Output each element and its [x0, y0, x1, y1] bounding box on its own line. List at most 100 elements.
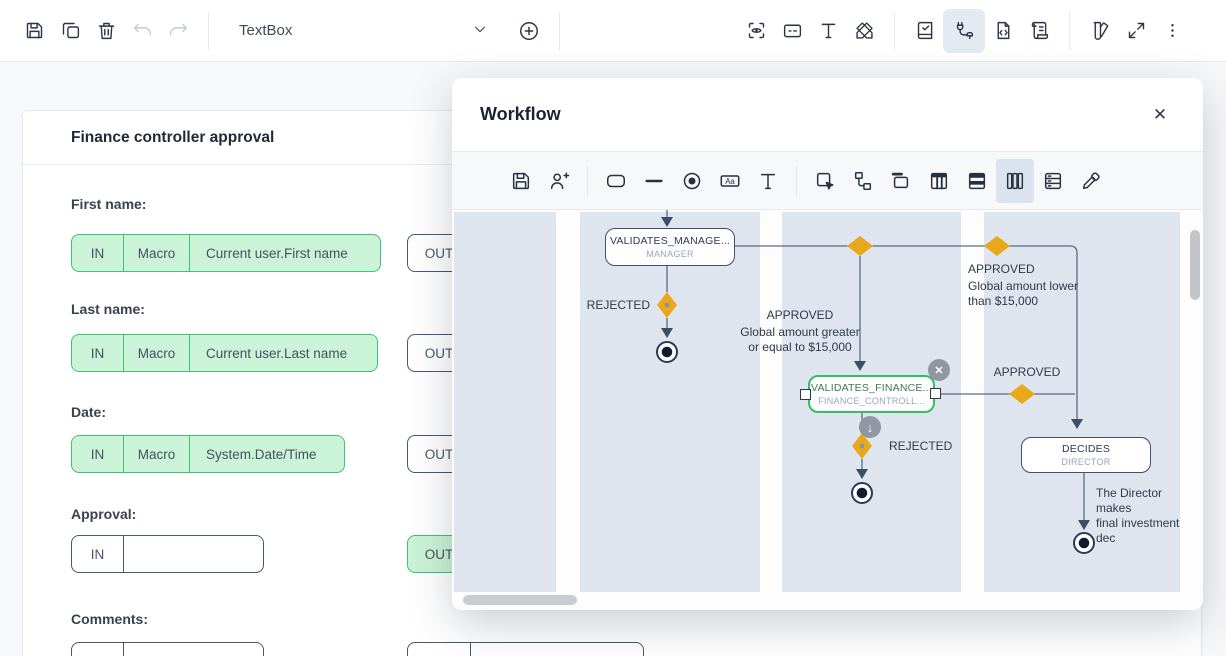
- condition-line: Global amount greater: [740, 325, 860, 339]
- workflow-dialog: Workflow ✕ Aa: [452, 78, 1203, 610]
- swimlane: [454, 212, 556, 592]
- dialog-title: Workflow: [480, 104, 561, 124]
- in-cell: IN: [72, 536, 124, 572]
- node-decides-director[interactable]: DECIDES DIRECTOR: [1021, 437, 1151, 473]
- in-cell: IN: [72, 643, 124, 656]
- element-type-selector[interactable]: TextBox: [221, 20, 489, 42]
- transition-lines: [666, 210, 1085, 520]
- vertical-scrollbar-thumb[interactable]: [1190, 230, 1200, 300]
- more-menu-icon[interactable]: [1154, 11, 1190, 51]
- text-icon[interactable]: [810, 11, 846, 51]
- out-cell: OUT: [408, 643, 471, 656]
- condition-line: or equal to $15,000: [748, 340, 852, 354]
- resize-handle-left[interactable]: [800, 389, 811, 400]
- transition-label-approved[interactable]: APPROVED: [993, 365, 1061, 379]
- label-aa-icon[interactable]: Aa: [711, 159, 749, 203]
- director-note: The Director makes final investment dec: [1096, 486, 1196, 546]
- note-line: The Director makes: [1096, 486, 1163, 515]
- theme-swatch-icon[interactable]: [1082, 11, 1118, 51]
- comments-in-binding[interactable]: IN: [71, 642, 264, 656]
- in-cell: IN: [72, 436, 124, 472]
- table-columns-icon[interactable]: [920, 159, 958, 203]
- design-tools-icon[interactable]: [846, 11, 882, 51]
- delete-icon[interactable]: [88, 11, 124, 51]
- workflow-toolbar: Aa: [452, 152, 1203, 210]
- eyedropper-icon[interactable]: [1072, 159, 1110, 203]
- workflow-canvas[interactable]: VALIDATES_MANAGE... MANAGER VALIDATES_FI…: [452, 210, 1203, 610]
- card-fields-icon[interactable]: [774, 11, 810, 51]
- value-cell: Current user.First name: [206, 245, 348, 261]
- node-title: DECIDES: [1061, 443, 1111, 455]
- transition-diamond-finance-approved[interactable]: [1009, 384, 1035, 404]
- transition-title: APPROVED: [968, 262, 1035, 276]
- code-file-icon[interactable]: [985, 11, 1021, 51]
- close-icon[interactable]: ✕: [1152, 104, 1168, 124]
- value-cell: [124, 643, 263, 656]
- value-cell: Current user.Last name: [206, 345, 348, 361]
- node-subtitle: DIRECTOR: [1061, 457, 1111, 467]
- comments-out-binding[interactable]: OUT: [407, 642, 644, 656]
- save-icon[interactable]: [502, 159, 540, 203]
- end-state-icon[interactable]: [673, 159, 711, 203]
- state-rect-icon[interactable]: [597, 159, 635, 203]
- macro-cell: Macro: [124, 335, 190, 371]
- script-scroll-icon[interactable]: [1021, 11, 1057, 51]
- note-line: final investment dec: [1096, 516, 1180, 545]
- transition-title: APPROVED: [766, 308, 834, 322]
- in-cell: IN: [72, 235, 124, 271]
- condition-line: than $15,000: [968, 294, 1039, 308]
- last-name-in-binding[interactable]: IN Macro Current user.Last name: [71, 334, 378, 372]
- transition-line-icon[interactable]: [635, 159, 673, 203]
- end-states[interactable]: [656, 341, 1095, 554]
- value-cell: System.Date/Time: [206, 446, 317, 462]
- add-transition-button[interactable]: ↓: [859, 416, 881, 438]
- validation-book-icon[interactable]: [907, 11, 943, 51]
- text-icon[interactable]: [749, 159, 787, 203]
- select-frame-icon[interactable]: [806, 159, 844, 203]
- workflow-plug-icon[interactable]: [943, 8, 985, 53]
- macro-cell: Macro: [124, 235, 190, 271]
- hierarchy-icon[interactable]: [844, 159, 882, 203]
- toolbar-divider: [587, 165, 588, 196]
- date-in-binding[interactable]: IN Macro System.Date/Time: [71, 435, 345, 473]
- dialog-header: Workflow ✕: [452, 78, 1203, 152]
- transition-diamond-approved-high[interactable]: [847, 236, 873, 256]
- horizontal-scrollbar-thumb[interactable]: [463, 595, 577, 605]
- transition-diamond-approved-low[interactable]: [984, 236, 1010, 256]
- preview-eye-icon[interactable]: [738, 11, 774, 51]
- field-label-comments: Comments:: [71, 611, 149, 627]
- svg-text:Aa: Aa: [725, 176, 735, 185]
- transition-label-approved-high[interactable]: APPROVED Global amount greater or equal …: [738, 308, 862, 355]
- save-icon[interactable]: [16, 11, 52, 51]
- container-icon[interactable]: [882, 159, 920, 203]
- swimlane: [580, 212, 760, 592]
- fullscreen-icon[interactable]: [1118, 11, 1154, 51]
- duplicate-icon[interactable]: [52, 11, 88, 51]
- redo-icon[interactable]: [160, 11, 196, 51]
- transition-label-approved-low[interactable]: APPROVED Global amount lower than $15,00…: [968, 262, 1093, 309]
- field-label-first-name: First name:: [71, 196, 147, 212]
- field-label-last-name: Last name:: [71, 301, 145, 317]
- approval-in-binding[interactable]: IN: [71, 535, 264, 573]
- diamond-dots: [664, 302, 865, 449]
- node-validates-manager[interactable]: VALIDATES_MANAGE... MANAGER: [605, 228, 735, 266]
- first-name-in-binding[interactable]: IN Macro Current user.First name: [71, 234, 381, 272]
- node-title: VALIDATES_MANAGE...: [609, 235, 731, 247]
- node-validates-finance[interactable]: VALIDATES_FINANCE... FINANCE_CONTROLL...: [808, 375, 935, 413]
- table-rows-icon[interactable]: [958, 159, 996, 203]
- horizontal-lanes-icon[interactable]: [1034, 159, 1072, 203]
- element-type-value: TextBox: [239, 22, 293, 39]
- resize-handle-right[interactable]: [930, 388, 941, 399]
- add-participant-icon[interactable]: [540, 159, 578, 203]
- add-element-button[interactable]: [511, 11, 547, 51]
- node-title: VALIDATES_FINANCE...: [811, 382, 932, 394]
- workflow-edges: [656, 210, 1095, 554]
- top-toolbar-right: [738, 8, 1190, 53]
- delete-node-button[interactable]: ✕: [928, 359, 950, 381]
- transition-label-rejected[interactable]: REJECTED: [889, 439, 953, 453]
- arrowheads: [661, 217, 1090, 530]
- transition-label-rejected[interactable]: REJECTED: [586, 298, 650, 312]
- vertical-lanes-icon[interactable]: [996, 158, 1034, 203]
- undo-icon[interactable]: [124, 11, 160, 51]
- value-cell: [471, 643, 643, 656]
